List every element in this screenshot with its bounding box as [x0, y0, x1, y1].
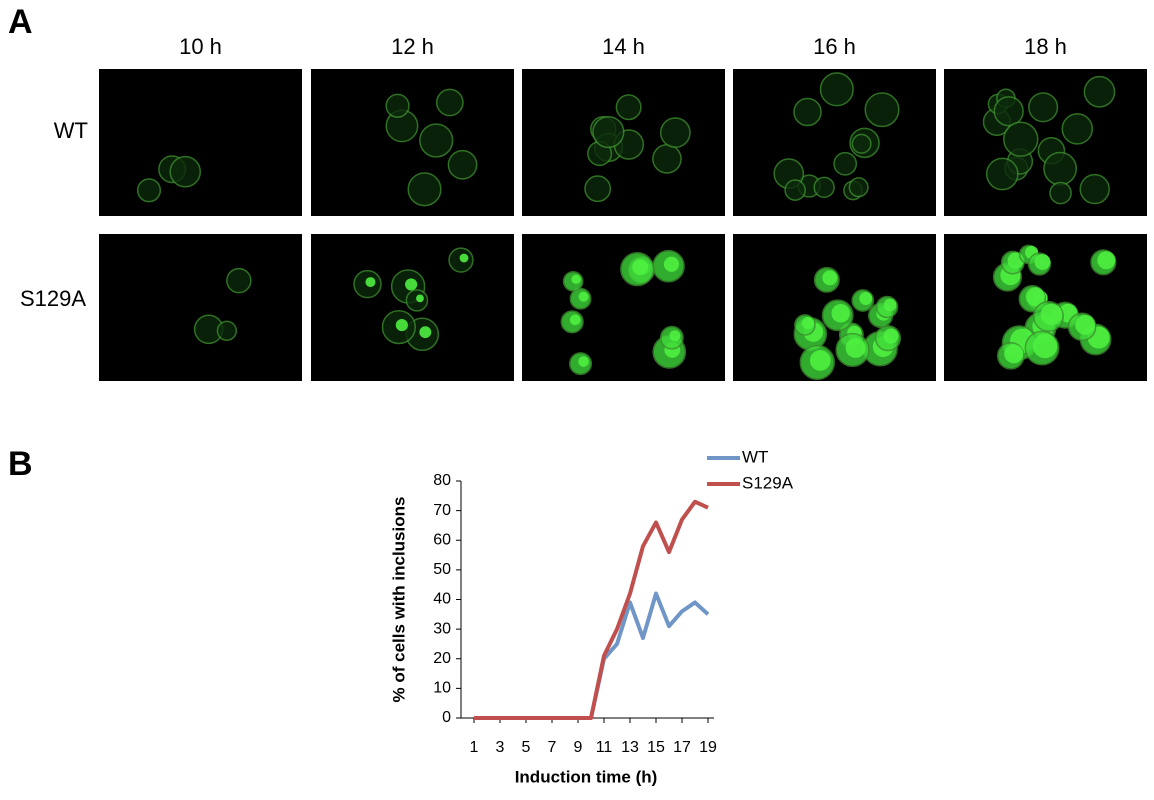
cell	[419, 123, 454, 158]
inclusion	[632, 259, 649, 276]
cell	[216, 320, 238, 341]
micrographs: 10 h 12 h 14 h 16 h 18 h WT S129A	[20, 34, 1147, 381]
cell	[652, 144, 682, 174]
x-tick-label: 19	[699, 739, 717, 756]
cell	[584, 175, 612, 203]
inclusion	[365, 277, 376, 288]
x-tick-label: 3	[496, 739, 505, 756]
inclusion	[663, 256, 680, 272]
y-tick-label: 0	[442, 709, 451, 726]
cell	[985, 157, 1019, 191]
cell	[1079, 173, 1110, 205]
x-tick-label: 1	[470, 739, 479, 756]
cell	[864, 92, 900, 128]
inclusion	[831, 304, 850, 323]
cell	[1061, 113, 1094, 145]
column-header: 18 h	[1024, 34, 1067, 59]
inclusion	[859, 292, 873, 305]
inclusion	[1004, 344, 1024, 364]
cell	[784, 179, 806, 201]
inclusion	[569, 314, 581, 326]
cell	[447, 149, 478, 180]
cell	[1049, 181, 1072, 205]
row-label: S129A	[20, 286, 86, 311]
x-tick-label: 7	[548, 739, 557, 756]
cell	[848, 177, 869, 198]
inclusion	[801, 316, 815, 330]
cell	[226, 267, 252, 294]
y-tick-label: 50	[433, 561, 451, 578]
cell	[1043, 151, 1078, 186]
cell	[833, 151, 858, 176]
y-tick-label: 40	[433, 591, 451, 608]
cell	[407, 172, 442, 207]
y-tick-label: 80	[433, 472, 451, 489]
y-axis-title: % of cells with inclusions	[389, 497, 408, 703]
column-header: 12 h	[391, 34, 434, 59]
y-tick-label: 60	[433, 531, 451, 548]
inclusion	[1075, 314, 1096, 335]
inclusion	[395, 319, 408, 332]
inclusion	[419, 326, 432, 339]
cell	[169, 155, 202, 188]
inclusion	[883, 328, 899, 344]
x-tick-label: 17	[673, 739, 691, 756]
inclusion	[1034, 254, 1051, 270]
series-line	[474, 499, 709, 720]
micrograph	[522, 234, 725, 381]
inclusion	[669, 330, 681, 342]
cell	[592, 115, 625, 149]
inclusion	[416, 294, 424, 303]
series-line	[474, 591, 710, 720]
column-header: 14 h	[602, 34, 645, 59]
inclusion	[845, 337, 866, 358]
legend-label: S129A	[742, 473, 794, 492]
panel-label: A	[8, 3, 33, 41]
cell	[385, 93, 410, 118]
row-label: WT	[54, 118, 88, 143]
cell	[659, 117, 691, 149]
inclusion	[578, 291, 589, 302]
cell	[615, 94, 642, 121]
inclusion	[1032, 333, 1058, 359]
x-tick-label: 15	[647, 739, 665, 756]
inclusion	[1025, 287, 1045, 307]
inclusion	[405, 278, 418, 291]
y-tick-label: 30	[433, 620, 451, 637]
inclusion	[571, 274, 581, 285]
legend-label: WT	[742, 447, 768, 466]
x-tick-label: 13	[621, 739, 639, 756]
y-tick-label: 70	[433, 502, 451, 519]
inclusion	[809, 350, 831, 371]
x-tick-label: 5	[522, 739, 531, 756]
y-tick-label: 20	[433, 650, 451, 667]
x-tick-label: 11	[596, 739, 613, 756]
inclusion	[1097, 251, 1116, 270]
x-axis-title: Induction time (h)	[515, 767, 658, 786]
inclusion	[459, 253, 469, 263]
micrograph	[99, 234, 302, 381]
inclusion	[1040, 303, 1063, 326]
inclusion	[578, 356, 589, 367]
column-header: 10 h	[179, 34, 222, 59]
cell	[1028, 92, 1059, 123]
panel-label: B	[8, 445, 33, 483]
cell	[435, 88, 464, 117]
y-tick-label: 10	[433, 680, 451, 697]
cell	[136, 178, 162, 203]
cell	[793, 97, 822, 127]
inclusion	[883, 298, 897, 312]
cell	[819, 72, 854, 107]
inclusion	[822, 270, 838, 286]
cell	[1003, 121, 1039, 157]
column-header: 16 h	[813, 34, 856, 59]
micrograph	[99, 69, 302, 216]
x-tick-label: 9	[574, 739, 583, 756]
cell	[851, 133, 872, 154]
cell	[1083, 75, 1116, 108]
cell	[813, 176, 835, 199]
cell	[993, 96, 1024, 127]
